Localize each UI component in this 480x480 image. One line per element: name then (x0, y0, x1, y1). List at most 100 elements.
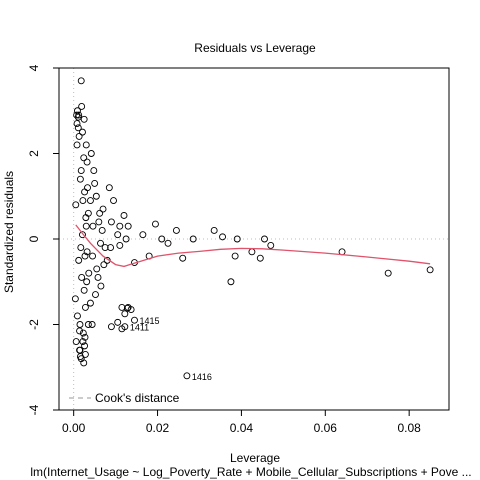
data-point (99, 205, 107, 213)
data-point (89, 252, 96, 260)
data-point (77, 167, 85, 175)
data-point (92, 192, 100, 200)
data-point (98, 226, 106, 234)
reference-lines (59, 68, 449, 410)
data-point (87, 299, 94, 307)
data-point (189, 235, 197, 243)
data-point (74, 312, 81, 320)
y-tick-label: -4 (27, 404, 41, 415)
data-point (76, 175, 84, 183)
data-point (95, 218, 103, 226)
data-point (256, 254, 264, 262)
point-label-1415: 1415 (139, 316, 159, 326)
data-point (90, 167, 98, 175)
y-tick-label: 2 (27, 150, 41, 157)
data-point (120, 212, 128, 219)
x-tick-label: 0.00 (62, 421, 86, 435)
model-formula-caption: lm(Internet_Usage ~ Log_Poverty_Rate + M… (30, 465, 471, 479)
data-point (384, 269, 392, 277)
data-point (210, 226, 218, 234)
data-point (81, 252, 89, 260)
data-point (96, 209, 104, 217)
data-point (152, 220, 159, 228)
smoother-line (75, 224, 431, 268)
data-point (97, 239, 104, 247)
data-point (116, 222, 124, 230)
data-point (105, 184, 113, 192)
data-point (267, 241, 275, 249)
x-tick-label: 0.04 (230, 421, 254, 435)
data-point (81, 303, 89, 311)
data-point (72, 338, 80, 346)
data-point (80, 115, 88, 123)
point-label-1411: 1411 (130, 323, 149, 333)
data-point (233, 235, 241, 243)
data-point (107, 323, 115, 331)
data-point (82, 214, 90, 222)
data-point (123, 304, 131, 312)
legend-label: Cook's distance (95, 391, 180, 405)
data-point (83, 278, 91, 286)
y-axis-label: Standardized residuals (2, 171, 16, 293)
data-point (100, 261, 108, 269)
data-point (73, 111, 81, 119)
x-tick-label: 0.02 (146, 421, 170, 435)
data-point (179, 254, 187, 262)
data-point (131, 316, 138, 324)
data-point (79, 329, 87, 337)
data-point (81, 342, 89, 350)
data-point (80, 286, 88, 294)
data-point (74, 124, 82, 132)
legend: Cook's distance (69, 391, 180, 405)
data-point (87, 150, 95, 157)
data-point (73, 120, 81, 128)
data-point (79, 231, 86, 239)
data-point (76, 327, 83, 335)
data-point (183, 372, 191, 380)
data-point (71, 295, 79, 303)
chart-title: Residuals vs Leverage (194, 41, 316, 55)
y-tick-label: 0 (27, 235, 41, 242)
data-point (124, 222, 132, 230)
data-point (89, 222, 97, 230)
point-label-1416: 1416 (192, 372, 212, 382)
data-point (75, 256, 83, 264)
data-point (87, 197, 94, 204)
x-tick-label: 0.06 (314, 421, 338, 435)
data-point (74, 107, 81, 115)
data-point (91, 179, 99, 187)
y-tick-label: 4 (27, 64, 41, 71)
data-point (127, 306, 135, 313)
data-point (101, 244, 109, 252)
data-point (164, 239, 172, 247)
data-point (84, 321, 92, 328)
data-point (107, 218, 115, 226)
y-tick-label: -2 (27, 319, 41, 330)
data-point (82, 222, 90, 230)
data-point (426, 266, 434, 274)
data-point (219, 233, 226, 241)
data-point (83, 158, 91, 166)
data-point (78, 274, 86, 281)
data-point (261, 235, 268, 243)
data-point (118, 325, 126, 333)
data-point (92, 291, 99, 299)
data-point (74, 113, 82, 121)
data-point (82, 141, 90, 149)
data-point (79, 338, 87, 346)
data-point (81, 333, 89, 341)
data-point (79, 197, 87, 204)
data-point (78, 103, 86, 110)
data-point (231, 252, 239, 260)
data-point (83, 248, 91, 256)
data-point (158, 235, 166, 243)
data-point (85, 269, 93, 277)
data-point (97, 282, 105, 290)
data-point (110, 197, 117, 204)
data-point (114, 318, 122, 326)
data-point (75, 132, 83, 140)
x-axis-label: Leverage (230, 451, 280, 465)
data-point (172, 226, 180, 234)
